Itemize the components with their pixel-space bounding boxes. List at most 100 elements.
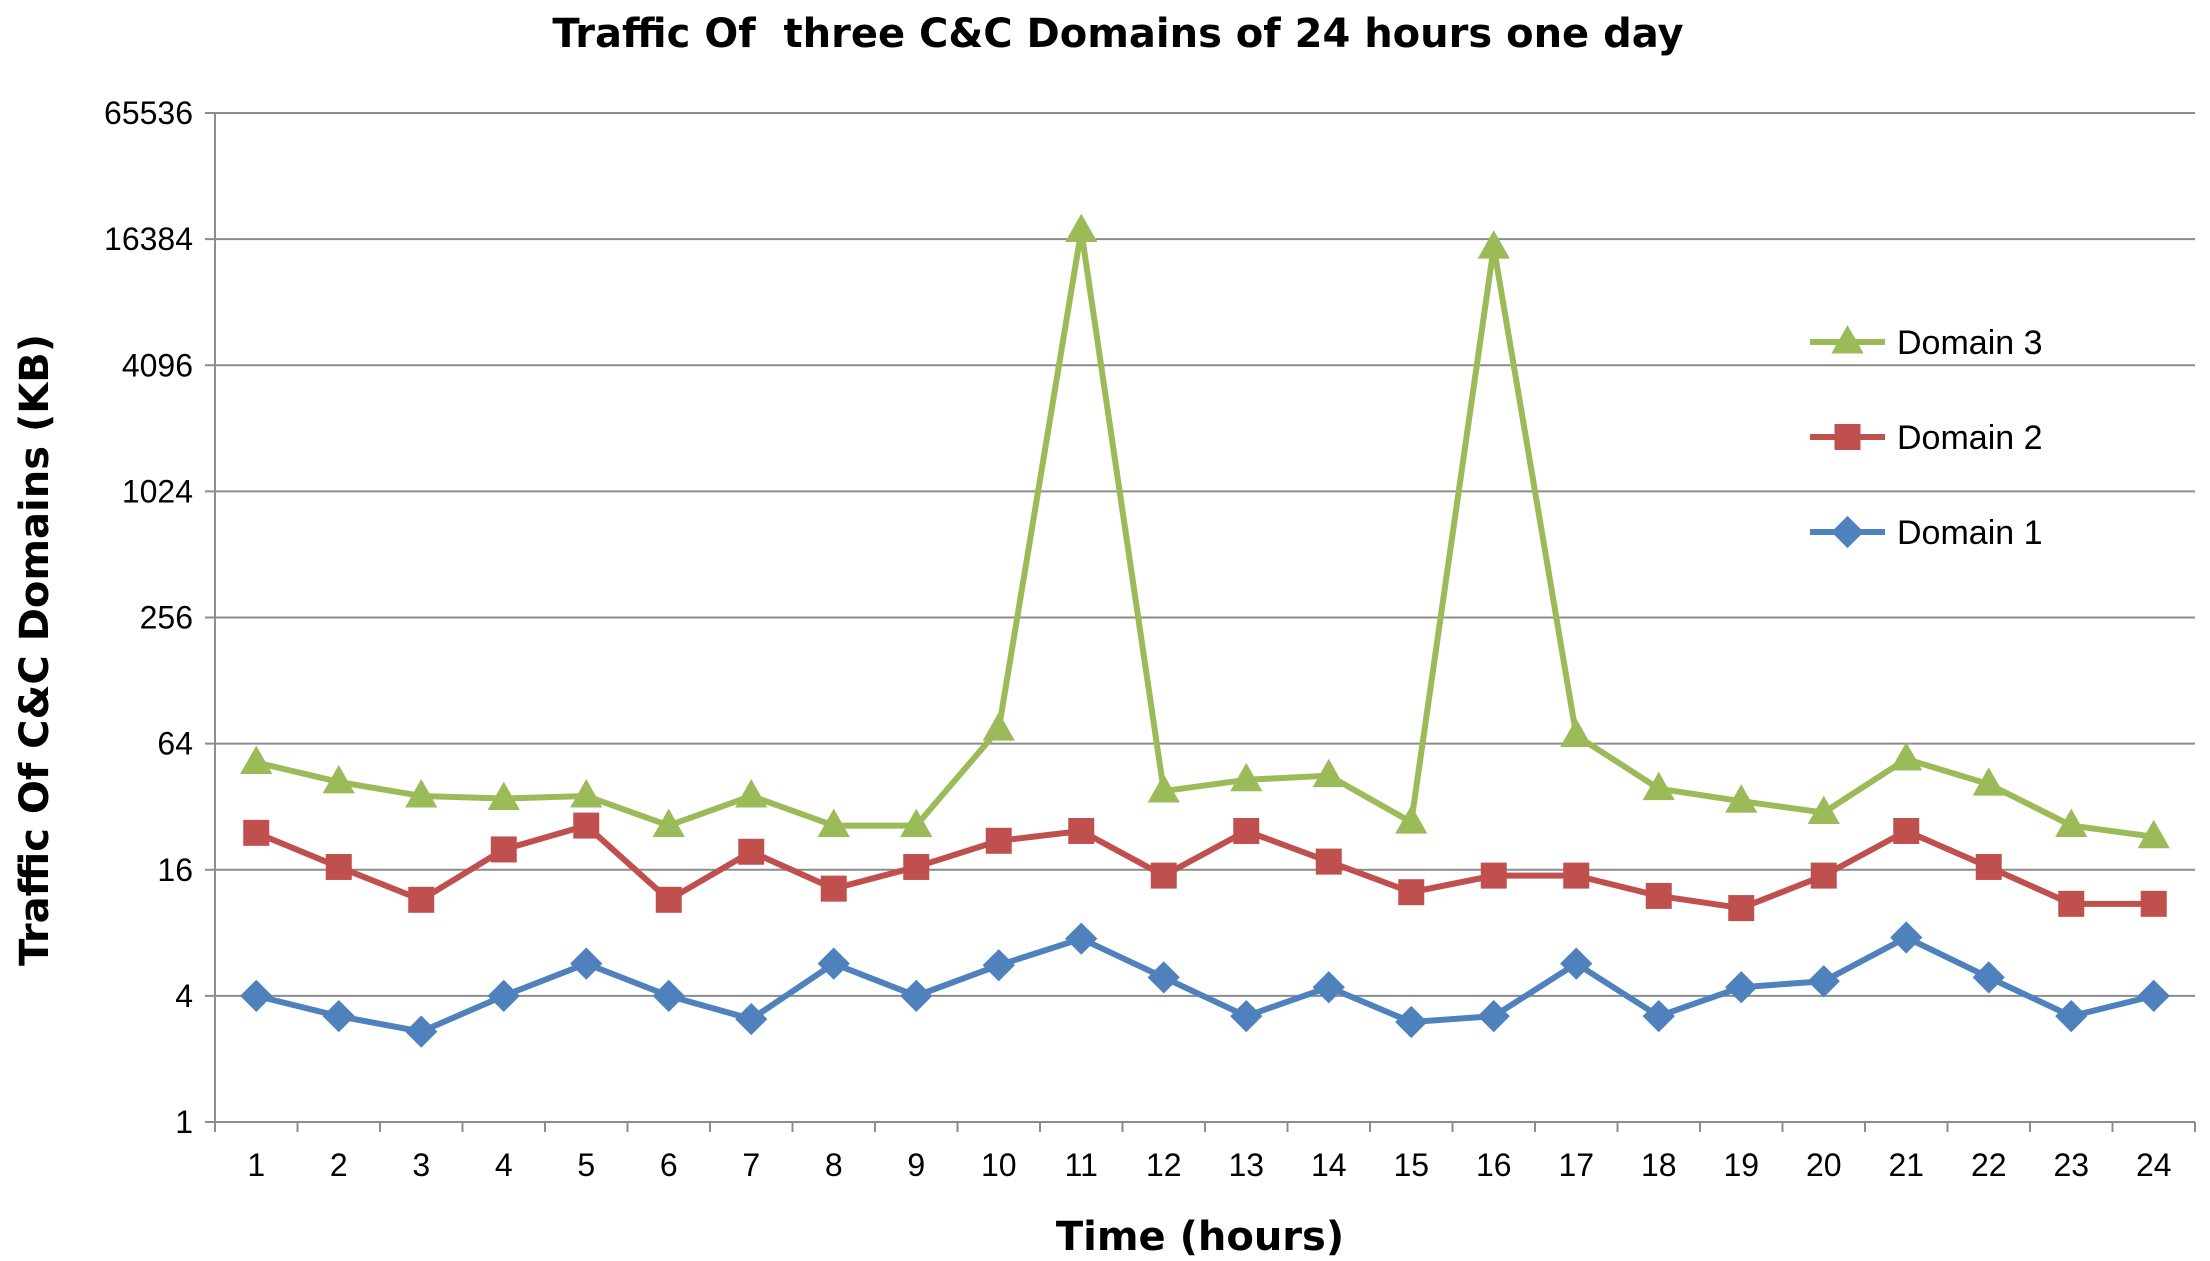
- y-axis-label: Traffic Of C&C Domains (KB): [12, 334, 58, 966]
- legend-marker: [1831, 515, 1864, 549]
- y-tick-label: 1024: [122, 473, 193, 509]
- data-point-domain-1: [900, 979, 933, 1012]
- data-point-domain-1: [1147, 961, 1180, 994]
- x-tick-label: 3: [412, 1147, 430, 1183]
- y-tick-label: 65536: [104, 95, 193, 131]
- data-point-domain-3: [982, 712, 1015, 741]
- legend-marker: [1834, 424, 1861, 450]
- x-tick-label: 19: [1723, 1147, 1759, 1183]
- data-point-domain-2: [1315, 848, 1342, 875]
- data-point-domain-3: [1807, 795, 1840, 825]
- data-point-domain-1: [1725, 971, 1758, 1004]
- x-tick-label: 17: [1558, 1147, 1594, 1183]
- x-tick-label: 8: [825, 1147, 843, 1183]
- data-point-domain-2: [655, 886, 682, 913]
- data-point-domain-1: [652, 979, 685, 1012]
- data-point-domain-2: [738, 838, 765, 865]
- data-point-domain-3: [652, 808, 685, 838]
- data-point-domain-2: [490, 836, 517, 863]
- series-group: [240, 213, 2170, 1048]
- series-line-domain-1: [255, 934, 2155, 1035]
- data-point-domain-3: [2055, 808, 2088, 838]
- data-point-domain-3: [1972, 767, 2005, 796]
- x-tick-label: 22: [1971, 1147, 2007, 1183]
- data-point-domain-1: [570, 947, 603, 980]
- legend-label: Domain 2: [1897, 419, 2043, 457]
- x-tick-label: 13: [1228, 1147, 1264, 1183]
- x-tick-label: 6: [660, 1147, 678, 1183]
- data-point-domain-3: [487, 781, 520, 811]
- x-tick-label: 9: [907, 1147, 925, 1183]
- data-point-domain-2: [985, 827, 1012, 854]
- data-point-domain-2: [243, 819, 270, 846]
- data-point-domain-3: [405, 779, 438, 808]
- data-point-domain-3: [1395, 805, 1428, 834]
- data-point-domain-1: [2055, 1000, 2088, 1033]
- data-point-domain-2: [820, 875, 847, 902]
- series-domain-1: [240, 921, 2170, 1048]
- data-point-domain-3: [1477, 230, 1510, 259]
- x-tick-label: 4: [495, 1147, 513, 1183]
- data-point-domain-3: [900, 808, 933, 838]
- data-point-domain-1: [405, 1015, 438, 1048]
- data-point-domain-2: [1728, 895, 1755, 922]
- x-tick-label: 10: [981, 1147, 1017, 1183]
- data-point-domain-2: [1150, 862, 1177, 889]
- data-point-domain-1: [1807, 965, 1840, 998]
- data-point-domain-1: [1065, 922, 1098, 955]
- data-point-domain-2: [1233, 817, 1260, 844]
- x-tick-label: 7: [742, 1147, 760, 1183]
- data-point-domain-3: [1065, 213, 1098, 243]
- data-point-domain-1: [322, 1000, 355, 1033]
- data-point-domain-3: [2137, 819, 2170, 849]
- data-point-domain-3: [1312, 758, 1345, 788]
- x-tick-label: 23: [2053, 1147, 2089, 1183]
- data-point-domain-1: [240, 979, 273, 1012]
- data-point-domain-1: [1890, 921, 1923, 954]
- legend-entry-domain-2: Domain 2: [1810, 419, 2043, 457]
- x-tick-label: 1: [247, 1147, 265, 1183]
- data-point-domain-2: [2058, 890, 2085, 917]
- x-tick-label: 21: [1888, 1147, 1924, 1183]
- legend-label: Domain 3: [1897, 324, 2043, 362]
- data-point-domain-1: [1642, 1000, 1675, 1033]
- y-tick-label: 4: [175, 978, 193, 1014]
- data-point-domain-1: [817, 947, 850, 980]
- data-point-domain-1: [487, 979, 520, 1012]
- data-point-domain-1: [1395, 1005, 1428, 1039]
- x-tick-label: 18: [1641, 1147, 1677, 1183]
- chart-title: Traffic Of three C&C Domains of 24 hours…: [552, 11, 1683, 57]
- data-point-domain-3: [1147, 774, 1180, 803]
- y-tick-label: 16: [157, 852, 193, 888]
- x-tick-label: 16: [1476, 1147, 1512, 1183]
- data-point-domain-2: [1810, 862, 1837, 889]
- y-tick-label: 64: [157, 726, 193, 762]
- x-tick-label: 12: [1146, 1147, 1182, 1183]
- legend-entry-domain-3: Domain 3: [1810, 324, 2043, 362]
- data-point-domain-2: [1893, 817, 1920, 844]
- data-point-domain-3: [1560, 718, 1593, 747]
- data-point-domain-1: [1312, 971, 1345, 1004]
- data-point-domain-1: [1972, 961, 2005, 994]
- data-point-domain-2: [1563, 862, 1590, 889]
- series-domain-2: [243, 812, 2167, 922]
- y-tick-label: 4096: [122, 347, 193, 383]
- data-point-domain-2: [573, 812, 600, 839]
- data-point-domain-1: [735, 1002, 768, 1036]
- x-axis-label: Time (hours): [1056, 1214, 1344, 1260]
- data-point-domain-3: [817, 808, 850, 838]
- data-point-domain-2: [1975, 853, 2002, 880]
- gridlines: [215, 112, 2195, 997]
- legend: Domain 3 Domain 2 Domain 1: [1810, 324, 2043, 552]
- x-tick-label: 15: [1393, 1147, 1429, 1183]
- data-point-domain-3: [735, 779, 768, 808]
- x-tick-label: 5: [577, 1147, 595, 1183]
- data-point-domain-2: [1068, 817, 1095, 844]
- data-point-domain-1: [982, 949, 1015, 982]
- data-point-domain-2: [325, 853, 352, 880]
- legend-marker: [1831, 325, 1864, 354]
- data-point-domain-1: [1230, 1000, 1263, 1033]
- x-tick-label: 2: [330, 1147, 348, 1183]
